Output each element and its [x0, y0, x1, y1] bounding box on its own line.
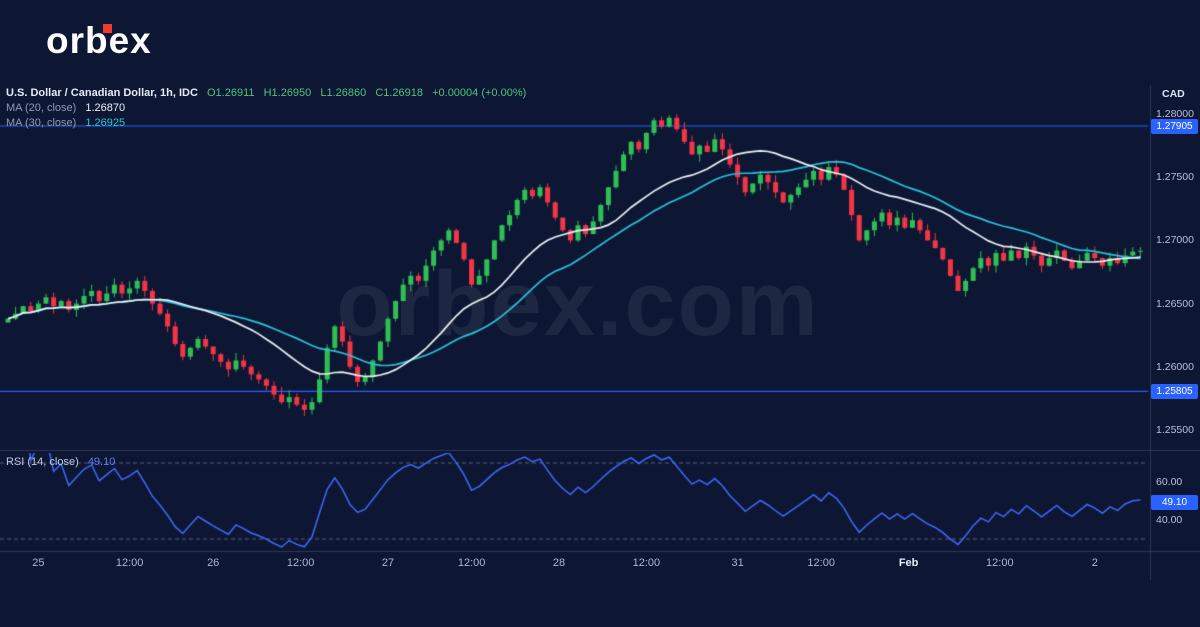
price-tick-label: 1.26500: [1156, 297, 1194, 310]
time-tick-label: 25: [32, 557, 45, 569]
symbol-title: U.S. Dollar / Canadian Dollar, 1h, IDC: [6, 87, 198, 99]
ohlc-low: L1.26860: [320, 87, 367, 99]
time-tick-label: 2: [1091, 557, 1098, 569]
level-badge: 1.25805: [1151, 383, 1198, 399]
rsi-tick-label: 60.00: [1156, 476, 1183, 488]
time-tick-label: 12:00: [807, 557, 835, 569]
ohlc-open: O1.26911: [207, 87, 255, 99]
rsi-legend: RSI (14, close) 49.10: [6, 456, 115, 468]
rsi-label: RSI (14, close): [6, 456, 79, 468]
time-tick-label: 28: [552, 557, 566, 569]
level-badge: 1.27905: [1151, 118, 1198, 134]
logo-red-dot-icon: [103, 24, 112, 33]
ma20-value: 1.26870: [85, 102, 126, 114]
time-tick-label: 12:00: [457, 557, 486, 569]
orbex-logo: orbex: [46, 20, 152, 62]
chart-legend: U.S. Dollar / Canadian Dollar, 1h, IDC O…: [6, 86, 532, 131]
ohlc-high: H1.26950: [263, 87, 312, 99]
price-tick-label: 1.27500: [1156, 171, 1194, 184]
time-tick-label: 12:00: [115, 557, 144, 569]
price-change: +0.00004 (+0.00%): [432, 87, 527, 99]
ma20-label: MA (20, close): [6, 102, 77, 114]
time-tick-label: 12:00: [286, 557, 315, 569]
ma30-label: MA (30, close): [6, 117, 77, 129]
time-tick-label: 12:00: [986, 557, 1014, 569]
orbex-logo-text: orbex: [46, 20, 152, 61]
price-tick-label: 1.25500: [1156, 424, 1194, 436]
ma20-row: MA (20, close) 1.26870: [6, 101, 532, 116]
ohlc-close: C1.26918: [375, 87, 424, 99]
time-tick-label: Feb: [898, 557, 919, 569]
price-tick-label: 1.28000: [1156, 108, 1194, 120]
rsi-value: 49.10: [87, 456, 116, 468]
price-tick-label: 1.27000: [1156, 234, 1194, 247]
price-axis-currency: CAD: [1162, 88, 1185, 100]
time-tick-label: 31: [731, 557, 744, 569]
time-tick-label: 27: [381, 557, 395, 569]
ma30-row: MA (30, close) 1.26925: [6, 116, 532, 131]
time-tick-label: 26: [207, 557, 220, 569]
rsi-value-badge: 49.10: [1151, 495, 1198, 511]
time-tick-label: 12:00: [632, 557, 661, 569]
price-tick-label: 1.26000: [1156, 360, 1194, 373]
rsi-tick-label: 40.00: [1156, 514, 1183, 526]
symbol-info-row: U.S. Dollar / Canadian Dollar, 1h, IDC O…: [6, 86, 532, 101]
ma30-value: 1.26925: [85, 117, 126, 129]
